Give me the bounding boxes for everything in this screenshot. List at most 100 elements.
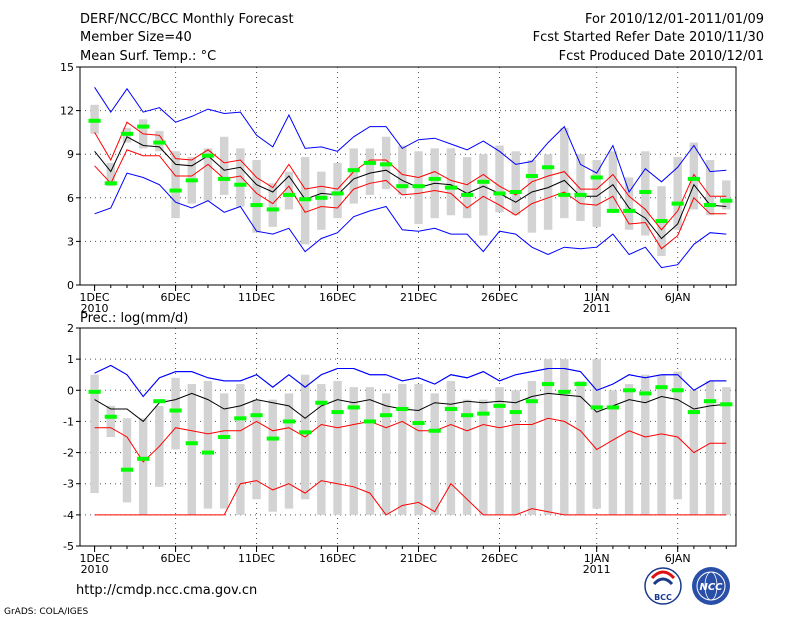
precipitation-xtick-label: 6DEC (161, 552, 191, 565)
temperature-median-marker (250, 203, 263, 208)
temperature-lower-line (94, 149, 727, 250)
temperature-box (689, 142, 699, 210)
precipitation-median-marker (331, 410, 344, 415)
precipitation-box (479, 399, 488, 515)
precipitation-upper-line (94, 364, 727, 398)
temperature-box (608, 151, 618, 210)
temperature-median-marker (380, 162, 393, 167)
precipitation-median-marker (120, 467, 134, 472)
precipitation-box (641, 374, 650, 515)
temperature-median-marker (461, 192, 474, 197)
precipitation-median-marker (590, 405, 603, 410)
precipitation-box (171, 377, 180, 450)
precipitation-xtick-year-label: 2011 (583, 563, 611, 576)
precipitation-box (576, 380, 585, 515)
temperature-box (365, 148, 375, 195)
temperature-median-marker (574, 192, 587, 197)
temperature-box (527, 160, 537, 233)
temperature-xtick-year-label: 2010 (81, 302, 109, 315)
temperature-median-marker (704, 203, 717, 208)
bcc-logo-arc-red (650, 570, 676, 580)
temperature-median-marker (412, 184, 425, 189)
precipitation-box (495, 387, 504, 515)
precipitation-ytick-label: 1 (67, 353, 74, 366)
precipitation-median-marker (623, 388, 636, 393)
temperature-median-marker (396, 184, 409, 189)
temperature-box (268, 183, 277, 227)
precipitation-median-marker (412, 420, 425, 425)
precipitation-median-marker (153, 399, 166, 404)
temperature-xtick-label: 16DEC (319, 291, 356, 304)
temperature-median-marker (347, 168, 360, 173)
temperature-ylabel: Mean Surf. Temp.: °C (80, 49, 216, 64)
precipitation-xtick-label: 1DEC (80, 552, 110, 565)
temperature-ytick-label: 6 (67, 192, 74, 205)
temperature-median-marker (88, 118, 101, 123)
temperature-box (722, 180, 731, 210)
temperature-upper-line (94, 121, 727, 231)
temperature-box (543, 154, 553, 230)
member-size-label: Member Size=40 (80, 30, 192, 45)
precipitation-median-marker (363, 419, 377, 424)
temperature-median-marker (671, 201, 684, 206)
precipitation-median-marker (169, 408, 182, 413)
source-url: http://cmdp.ncc.cma.gov.cn (76, 583, 257, 598)
precipitation-box (106, 405, 115, 437)
temperature-median-marker (120, 131, 134, 136)
temperature-box (171, 151, 180, 219)
temperature-median-marker (218, 176, 231, 181)
precipitation-median-marker (250, 413, 263, 418)
temperature-median-marker (525, 174, 538, 178)
precipitation-xtick-label: 6JAN (665, 552, 691, 565)
temperature-ytick-label: 3 (67, 235, 74, 248)
temperature-median-marker (623, 208, 636, 213)
temperature-box (284, 171, 294, 210)
precipitation-xtick-label: 11DEC (238, 552, 275, 565)
precipitation-plot-frame (79, 327, 737, 547)
temperature-box (317, 171, 326, 230)
precipitation-lower-line (94, 417, 727, 463)
temperature-min-line (94, 172, 727, 269)
temperature-box (349, 148, 358, 204)
temperature-box (462, 157, 472, 219)
temperature-median-marker (363, 160, 377, 165)
precipitation-ylabel: Prec.: log(mm/d) (80, 311, 188, 326)
precipitation-box (236, 384, 245, 515)
precipitation-box (284, 393, 294, 509)
precipitation-median-marker (606, 405, 619, 410)
precipitation-box (430, 393, 439, 515)
precipitation-box (527, 380, 537, 515)
temperature-box (236, 148, 245, 207)
temperature-box (511, 151, 520, 216)
temperature-median-marker (493, 191, 506, 196)
precipitation-median-marker (477, 411, 490, 416)
precipitation-ytick-label: -3 (63, 478, 74, 491)
precipitation-median-marker (509, 410, 522, 415)
temperature-median-marker (444, 185, 457, 190)
precipitation-box (673, 371, 682, 500)
temperature-box (333, 162, 342, 219)
precipitation-median-marker (347, 405, 360, 410)
temperature-box (560, 128, 569, 219)
precipitation-boxes (90, 359, 731, 515)
precipitation-box (608, 390, 618, 515)
temperature-ytick-label: 15 (60, 61, 74, 74)
precipitation-ytick-label: -4 (63, 509, 74, 522)
temperature-median-marker (315, 195, 328, 200)
figure-title: DERF/NCC/BCC Monthly Forecast (80, 12, 294, 27)
temperature-median-marker (428, 176, 441, 181)
temperature-max-line (94, 87, 727, 194)
precipitation-box (317, 384, 326, 515)
temperature-median-marker (590, 175, 603, 180)
temperature-xtick-label: 1JAN (584, 291, 610, 304)
temperature-median-marker (477, 179, 490, 184)
temperature-xtick-label: 6DEC (161, 291, 191, 304)
precipitation-ytick-label: 0 (67, 384, 74, 397)
precipitation-ytick-label: -5 (63, 540, 74, 553)
temperature-plot-frame (79, 66, 737, 286)
precipitation-median-marker (461, 413, 474, 418)
temperature-box (398, 145, 407, 195)
